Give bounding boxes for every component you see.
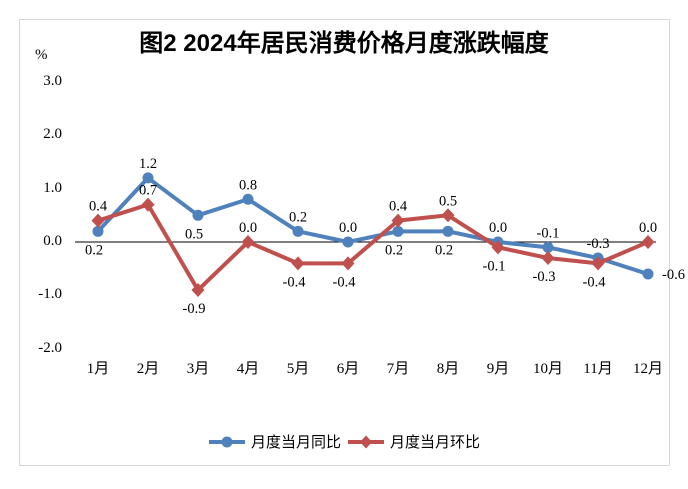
chart-title: 图2 2024年居民消费价格月度涨跌幅度	[139, 30, 549, 57]
x-axis-tick-label: 4月	[236, 361, 260, 377]
data-label: 0.0	[489, 220, 507, 236]
marker-diamond	[291, 256, 305, 271]
data-label: 0.2	[289, 209, 307, 225]
data-label: -0.3	[533, 269, 556, 285]
marker-diamond	[591, 256, 605, 271]
legend-circle-icon	[221, 436, 233, 447]
marker-circle	[142, 172, 154, 184]
data-label: 0.0	[339, 220, 357, 236]
series-line-yoy	[96, 175, 650, 277]
marker-diamond	[141, 197, 155, 212]
marker-circle	[192, 209, 204, 221]
x-axis-tick-label: 12月	[632, 361, 663, 377]
data-label: -0.1	[537, 225, 560, 241]
marker-diamond	[641, 235, 655, 249]
data-label: 0.8	[239, 177, 257, 193]
legend: 月度当月同比 月度当月环比	[20, 431, 668, 452]
y-axis-tick-label: -1.0	[38, 286, 62, 303]
legend-item-yoy: 月度当月同比	[208, 431, 341, 452]
data-label: 0.5	[439, 193, 457, 209]
x-axis-tick-label: 2月	[136, 361, 160, 377]
marker-diamond	[541, 251, 555, 266]
marker-circle	[542, 241, 554, 253]
x-axis-tick-label: 6月	[336, 361, 360, 377]
x-axis-tick-label: 11月	[583, 361, 613, 377]
legend-label-mom: 月度当月环比	[390, 434, 481, 451]
data-label: 0.4	[389, 199, 408, 215]
marker-circle	[392, 225, 404, 237]
data-label: 0.4	[89, 199, 108, 215]
legend-item-mom: 月度当月环比	[347, 431, 480, 452]
data-label: -0.6	[662, 267, 685, 283]
marker-circle	[242, 193, 254, 205]
x-axis-tick-label: 10月	[532, 361, 563, 377]
y-axis-tick-label: 0.0	[43, 233, 62, 249]
data-label: 0.7	[139, 183, 157, 199]
data-label: 0.2	[435, 242, 453, 258]
marker-circle	[292, 225, 304, 237]
data-label: 0.2	[385, 242, 403, 258]
y-axis-tick-label: -2.0	[38, 339, 62, 356]
marker-circle	[342, 236, 354, 248]
y-axis-tick-label: 2.0	[43, 126, 62, 143]
data-label: 0.0	[239, 220, 257, 236]
data-label: 0.2	[85, 242, 103, 258]
x-axis-tick-label: 9月	[486, 361, 510, 377]
marker-diamond	[441, 208, 455, 223]
marker-diamond	[491, 240, 505, 255]
data-label: -0.3	[587, 236, 610, 252]
marker-diamond	[191, 283, 205, 298]
x-axis-tick-label: 8月	[436, 361, 460, 377]
x-axis-tick-label: 7月	[386, 361, 410, 377]
marker-circle	[642, 268, 654, 280]
legend-label-yoy: 月度当月同比	[250, 434, 341, 451]
x-axis-tick-label: 3月	[186, 361, 210, 377]
marker-circle	[92, 225, 104, 237]
series-line-mom	[96, 202, 650, 293]
data-label: 0.0	[639, 220, 657, 236]
marker-circle	[442, 225, 454, 237]
marker-diamond	[341, 256, 355, 271]
y-axis-unit-label: %	[35, 47, 48, 63]
x-axis-tick-label: 1月	[86, 361, 110, 377]
data-label: 1.2	[139, 156, 157, 172]
data-label: -0.9	[183, 301, 206, 317]
legend-marker-yoy-line-circle-icon	[208, 436, 245, 447]
data-label: -0.4	[283, 274, 307, 290]
data-label: -0.4	[333, 274, 357, 290]
data-label: -0.4	[583, 274, 607, 290]
marker-diamond	[91, 213, 105, 228]
x-axis-tick-label: 5月	[286, 361, 310, 377]
y-axis-tick-label: 3.0	[43, 72, 62, 89]
data-label: -0.1	[483, 258, 506, 274]
legend-marker-mom-line-diamond-icon	[348, 435, 384, 448]
legend-diamond-icon	[360, 435, 372, 448]
marker-diamond	[241, 235, 255, 249]
data-label: 0.5	[185, 226, 203, 242]
y-axis-tick-label: 1.0	[43, 179, 62, 196]
marker-diamond	[391, 213, 405, 228]
